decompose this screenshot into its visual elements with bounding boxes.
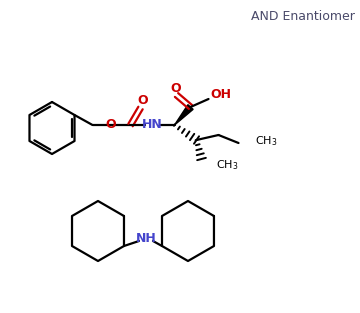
Text: AND Enantiomer: AND Enantiomer (251, 10, 355, 23)
Text: CH$_3$: CH$_3$ (255, 134, 277, 148)
Text: O: O (137, 95, 148, 107)
Text: O: O (170, 81, 181, 95)
Text: O: O (105, 117, 116, 131)
Text: NH: NH (136, 232, 156, 244)
Text: OH: OH (210, 89, 231, 101)
Polygon shape (175, 105, 193, 125)
Text: HN: HN (142, 119, 163, 131)
Text: CH$_3$: CH$_3$ (216, 158, 238, 172)
